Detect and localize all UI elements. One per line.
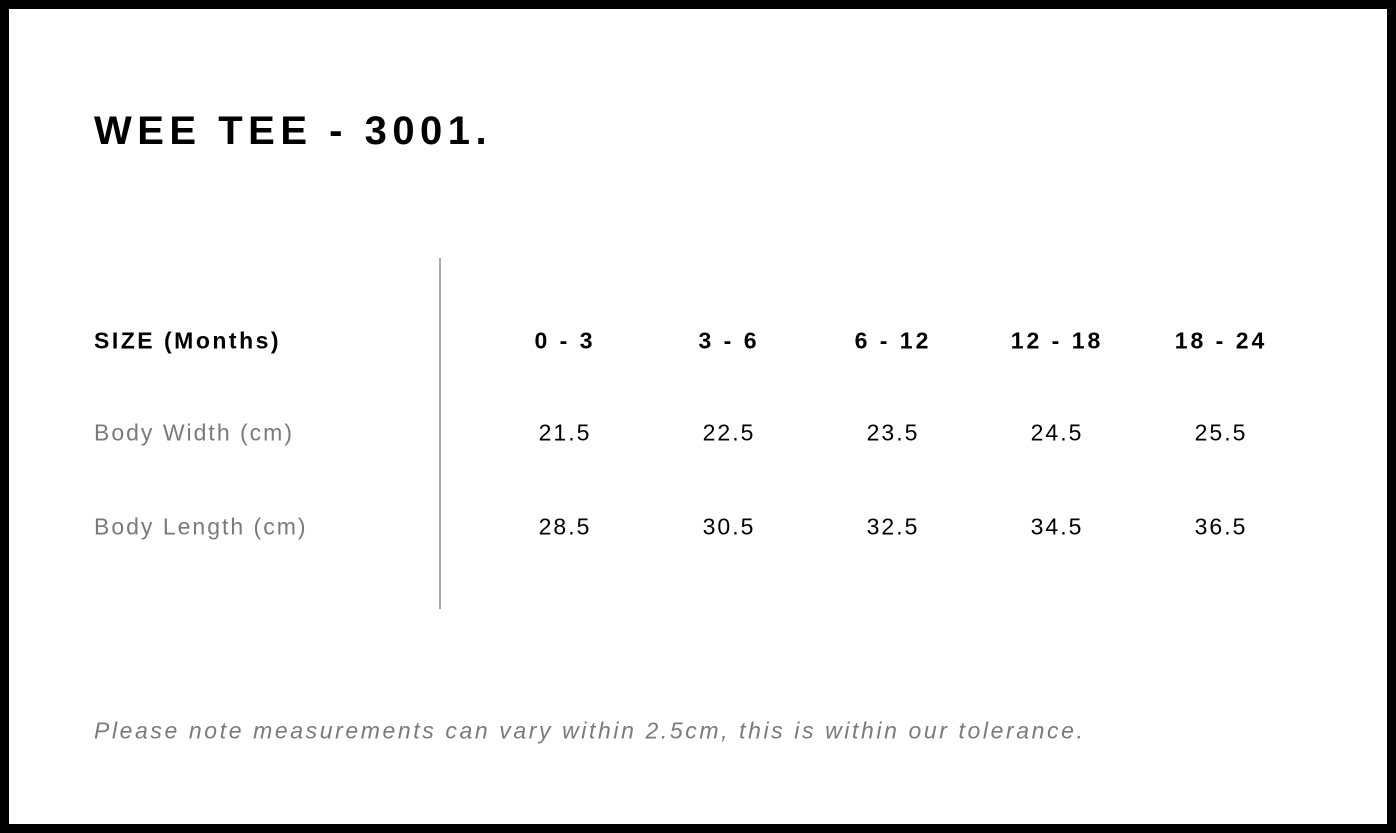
measurement-cell: 32.5 [866,513,920,540]
size-chart-sheet: WEE TEE - 3001. SIZE (Months) Body Width… [9,9,1387,824]
size-header-label: SIZE (Months) [94,327,282,354]
size-header-cell: 6 - 12 [854,327,932,354]
measurement-cell: 24.5 [1030,419,1084,446]
row-label-body-width: Body Width (cm) [94,419,294,446]
tolerance-note: Please note measurements can vary within… [94,717,1086,744]
measurement-cell: 25.5 [1194,419,1248,446]
size-header-cell: 18 - 24 [1174,327,1268,354]
size-header-cell: 12 - 18 [1010,327,1104,354]
size-header-cell: 3 - 6 [698,327,760,354]
measurement-cell: 28.5 [538,513,592,540]
size-header-cell: 0 - 3 [534,327,596,354]
measurement-cell: 22.5 [702,419,756,446]
column-divider [439,258,441,609]
row-label-body-length: Body Length (cm) [94,513,308,540]
page-title: WEE TEE - 3001. [94,109,493,153]
measurement-cell: 36.5 [1194,513,1248,540]
measurement-cell: 21.5 [538,419,592,446]
measurement-cell: 34.5 [1030,513,1084,540]
measurement-cell: 30.5 [702,513,756,540]
measurement-cell: 23.5 [866,419,920,446]
